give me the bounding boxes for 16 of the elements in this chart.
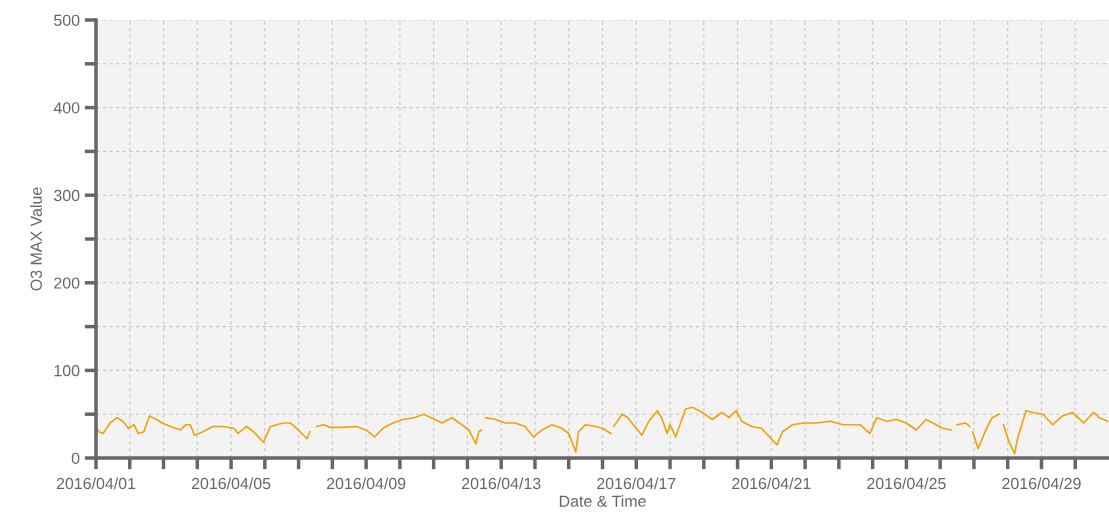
x-tick-label: 2016/04/13 [462,477,541,490]
x-tick-label: 2016/04/29 [1002,477,1081,490]
y-tick-label: 0 [71,452,80,464]
x-tick-label: 2016/04/25 [867,477,946,490]
y-tick-label: 400 [53,102,80,114]
y-tick-label: 100 [54,365,80,377]
y-axis-title: O3 MAX Value [30,187,42,291]
x-axis-title: Date & Time [559,495,646,507]
x-tick-label: 2016/04/21 [732,477,811,490]
y-tick-label: 200 [54,277,80,289]
x-tick-label: 2016/04/05 [191,477,271,490]
x-tick-label: 2016/04/09 [326,477,406,490]
x-tick-label: 2016/04/01 [56,477,136,490]
x-tick-label: 2016/04/17 [597,477,676,490]
y-tick-label: 300 [53,189,80,202]
y-tick-label: 500 [54,14,80,26]
